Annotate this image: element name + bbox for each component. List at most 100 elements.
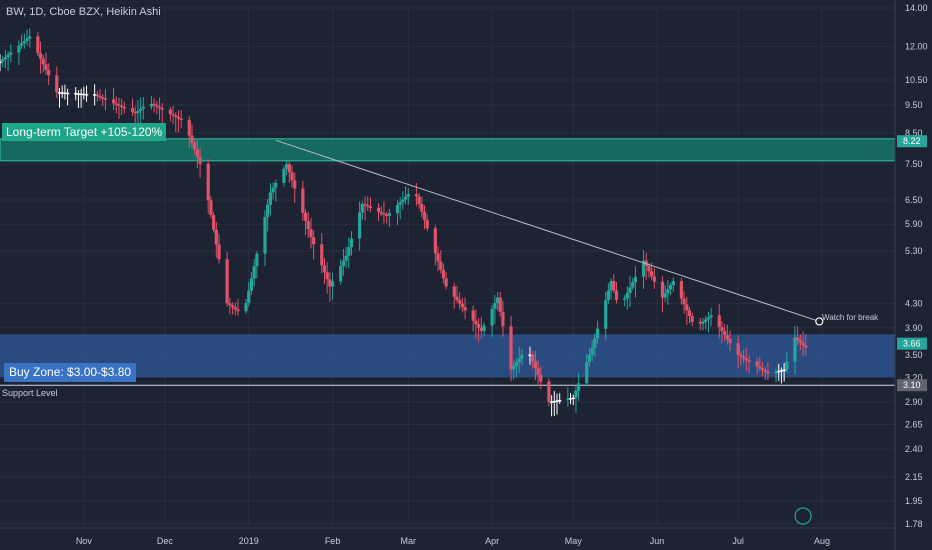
candle-body <box>679 281 683 299</box>
price-marker-label: 3.10 <box>903 380 921 390</box>
candle-body <box>155 105 159 107</box>
candle-body <box>606 290 610 301</box>
candle-body <box>779 370 784 372</box>
candle-body <box>406 194 410 197</box>
candle-body <box>425 220 429 229</box>
price-marker-label: 3.66 <box>903 339 921 349</box>
candle-body <box>95 94 99 97</box>
candle-body <box>760 368 765 371</box>
candle-body <box>271 187 275 193</box>
candle-body <box>136 110 140 114</box>
candle-body <box>198 156 202 164</box>
candle-body <box>495 297 500 304</box>
candle-body <box>482 325 486 331</box>
candle-body <box>685 304 689 311</box>
candle-body <box>303 212 308 222</box>
y-tick-label: 3.90 <box>905 323 923 333</box>
candle-body <box>804 345 808 348</box>
buy-zone-label: Buy Zone: $3.00-$3.80 <box>4 363 137 382</box>
candle-body <box>36 36 40 54</box>
candle-body <box>395 204 400 214</box>
candle-body <box>228 303 232 306</box>
candle-body <box>6 54 10 58</box>
y-tick-label: 1.78 <box>905 519 923 529</box>
candle-body <box>152 103 156 106</box>
candle-body <box>652 276 656 282</box>
candle-body <box>168 109 172 115</box>
candle-body <box>214 229 218 245</box>
y-tick-label: 3.50 <box>905 350 923 360</box>
candle-body <box>717 315 721 328</box>
candle-body <box>358 212 362 239</box>
candle-body <box>420 204 424 212</box>
event-marker-icon <box>794 507 812 525</box>
candle-body <box>252 266 256 279</box>
candle-body <box>706 317 711 320</box>
x-tick-label: Feb <box>325 536 341 546</box>
candle-body <box>247 290 251 303</box>
candle-body <box>387 213 391 216</box>
candle-body <box>93 94 97 96</box>
candle-body <box>212 215 216 230</box>
candle-body <box>577 383 581 391</box>
candle-body <box>439 261 443 270</box>
candle-body <box>476 324 481 328</box>
candle-body <box>641 260 646 277</box>
candle-body <box>312 237 316 245</box>
candle-body <box>28 36 32 39</box>
candle-body <box>614 290 619 300</box>
candle-body <box>330 281 335 287</box>
candle-body <box>74 92 78 95</box>
candle-body <box>9 52 13 55</box>
candle-body <box>25 38 29 41</box>
y-tick-label: 12.00 <box>905 42 928 52</box>
candle-body <box>98 95 102 98</box>
candle-body <box>763 370 767 372</box>
y-tick-label: 6.50 <box>905 195 923 205</box>
candle-body <box>422 211 427 221</box>
candle-body <box>290 172 294 181</box>
candle-body <box>282 168 286 183</box>
candle-body <box>536 368 540 375</box>
candle-body <box>76 93 81 95</box>
candle-body <box>509 326 513 370</box>
candle-body <box>463 307 467 311</box>
candle-body <box>139 108 143 111</box>
candle-body <box>341 260 345 267</box>
x-tick-label: Dec <box>157 536 174 546</box>
candle-body <box>547 381 551 402</box>
candle-body <box>741 356 746 359</box>
candle-body <box>287 164 291 173</box>
candle-body <box>417 196 421 205</box>
candle-body <box>38 53 43 59</box>
candle-body <box>101 97 105 99</box>
candle-body <box>244 302 248 312</box>
candle-body <box>122 106 126 109</box>
candle-body <box>796 337 800 341</box>
candle-body <box>217 244 221 260</box>
candle-body <box>666 289 670 294</box>
candle-body <box>111 99 116 104</box>
candle-body <box>660 281 665 298</box>
candle-body <box>609 281 613 291</box>
candle-body <box>187 119 191 136</box>
candle-body <box>263 216 267 254</box>
candle-body <box>293 180 297 189</box>
candle-body <box>398 202 402 205</box>
candle-body <box>325 272 329 280</box>
candle-body <box>720 327 724 332</box>
candle-body <box>458 300 462 304</box>
candle-body <box>379 211 383 214</box>
candle-body <box>322 265 327 273</box>
candle-body <box>274 182 278 188</box>
candle-body <box>385 214 389 217</box>
candle-body <box>777 370 781 373</box>
candle-body <box>22 40 26 44</box>
candle-body <box>328 279 332 287</box>
candle-body <box>550 401 554 403</box>
candle-body <box>3 57 8 60</box>
candle-body <box>349 238 354 248</box>
y-tick-label: 10.50 <box>905 75 928 85</box>
candle-body <box>798 340 802 343</box>
